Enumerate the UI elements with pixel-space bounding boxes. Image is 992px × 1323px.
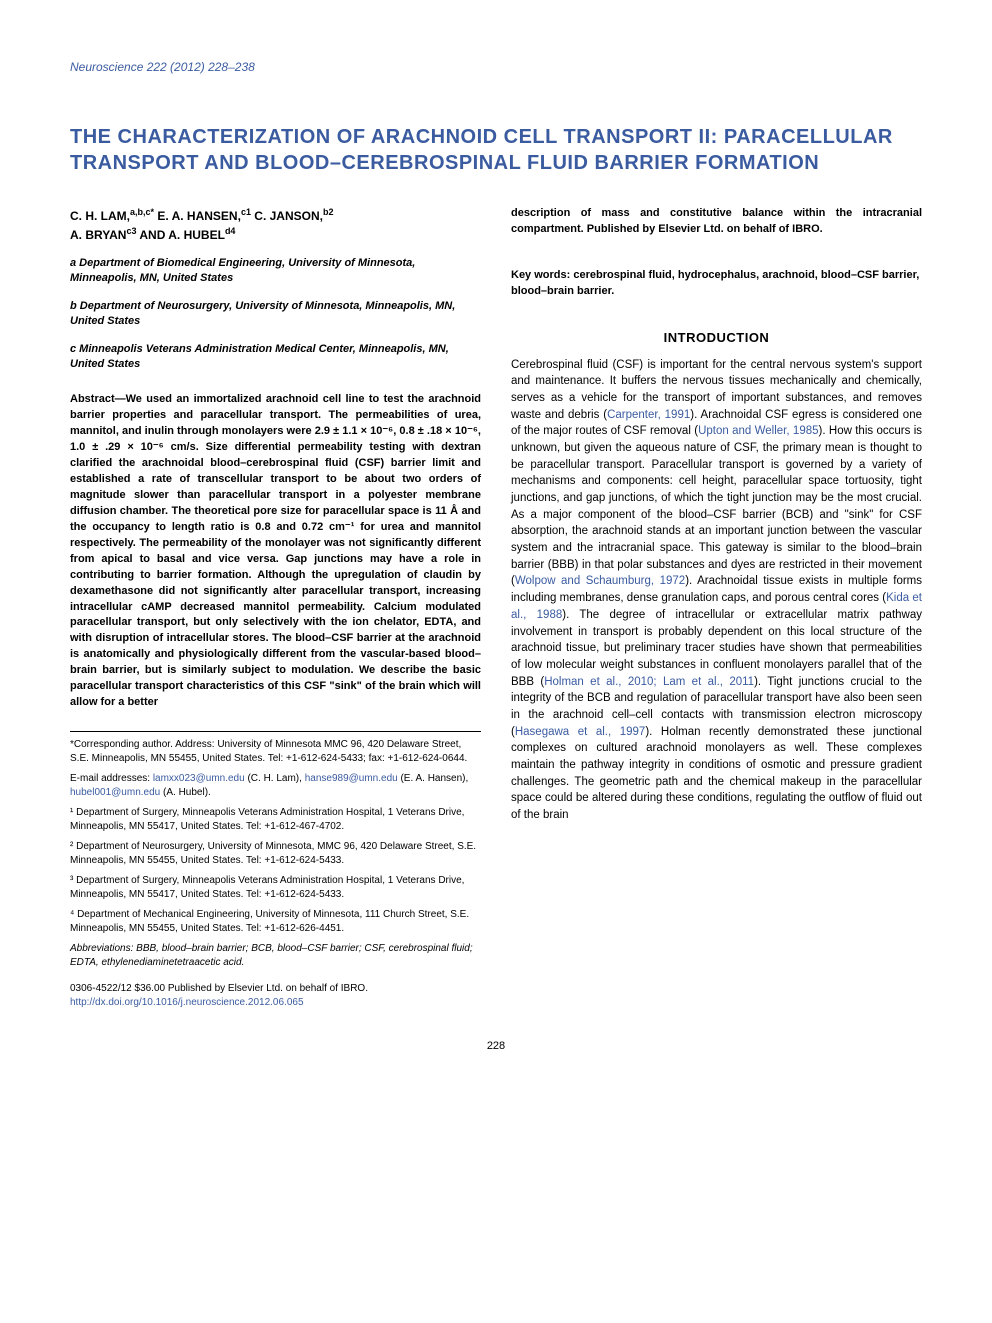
author-4-sup: c3 xyxy=(126,226,136,236)
email-1-name: (C. H. Lam), xyxy=(245,773,305,784)
footnote-2: ² Department of Neurosurgery, University… xyxy=(70,840,481,868)
author-2: E. A. HANSEN, xyxy=(157,209,241,223)
email-2-name: (E. A. Hansen), xyxy=(398,773,469,784)
affiliation-b: b Department of Neurosurgery, University… xyxy=(70,299,481,330)
ref-wolpow-schaumburg-1972[interactable]: Wolpow and Schaumburg, 1972 xyxy=(515,575,685,587)
keywords: Key words: cerebrospinal fluid, hydrocep… xyxy=(511,268,922,300)
article-title: THE CHARACTERIZATION OF ARACHNOID CELL T… xyxy=(70,124,922,176)
authors-block: C. H. LAM,a,b,c* E. A. HANSEN,c1 C. JANS… xyxy=(70,206,481,244)
author-5-sup: d4 xyxy=(225,226,236,236)
author-2-sup: c1 xyxy=(241,207,251,217)
author-5: AND A. HUBEL xyxy=(139,228,225,242)
footnote-3: ³ Department of Surgery, Minneapolis Vet… xyxy=(70,874,481,902)
footnotes: *Corresponding author. Address: Universi… xyxy=(70,731,481,970)
email-label: E-mail addresses: xyxy=(70,773,153,784)
email-3[interactable]: hubel001@umn.edu xyxy=(70,787,160,798)
author-3-sup: b2 xyxy=(323,207,334,217)
doi-link[interactable]: http://dx.doi.org/10.1016/j.neuroscience… xyxy=(70,996,481,1010)
affiliation-c: c Minneapolis Veterans Administration Me… xyxy=(70,342,481,373)
ref-carpenter-1991[interactable]: Carpenter, 1991 xyxy=(607,409,690,421)
abstract-right: description of mass and constitutive bal… xyxy=(511,206,922,238)
footnote-corresponding: *Corresponding author. Address: Universi… xyxy=(70,738,481,766)
copyright-line: 0306-4522/12 $36.00 Published by Elsevie… xyxy=(70,982,481,996)
page-number: 228 xyxy=(70,1040,922,1052)
email-3-name: (A. Hubel). xyxy=(160,787,211,798)
author-1-sup: a,b,c* xyxy=(130,207,154,217)
footnote-abbreviations: Abbreviations: BBB, blood–brain barrier;… xyxy=(70,942,481,970)
introduction-heading: INTRODUCTION xyxy=(511,330,922,345)
footnote-emails: E-mail addresses: lamxx023@umn.edu (C. H… xyxy=(70,772,481,800)
ref-upton-weller-1985[interactable]: Upton and Weller, 1985 xyxy=(698,425,818,437)
doi-block: 0306-4522/12 $36.00 Published by Elsevie… xyxy=(70,982,481,1010)
ref-hasegawa-1997[interactable]: Hasegawa et al., 1997 xyxy=(515,726,645,738)
author-3: C. JANSON, xyxy=(254,209,323,223)
journal-reference: Neuroscience 222 (2012) 228–238 xyxy=(70,60,922,74)
right-column: description of mass and constitutive bal… xyxy=(511,206,922,1010)
ref-holman-lam[interactable]: Holman et al., 2010; Lam et al., 2011 xyxy=(544,676,754,688)
introduction-body: Cerebrospinal fluid (CSF) is important f… xyxy=(511,357,922,824)
intro-text-7: ). Holman recently demonstrated these ju… xyxy=(511,726,922,821)
footnote-1: ¹ Department of Surgery, Minneapolis Vet… xyxy=(70,806,481,834)
left-column: C. H. LAM,a,b,c* E. A. HANSEN,c1 C. JANS… xyxy=(70,206,481,1010)
abstract-left: Abstract—We used an immortalized arachno… xyxy=(70,392,481,711)
affiliation-a: a Department of Biomedical Engineering, … xyxy=(70,256,481,287)
author-1: C. H. LAM, xyxy=(70,209,130,223)
email-1[interactable]: lamxx023@umn.edu xyxy=(153,773,245,784)
intro-text-3: ). How this occurs is unknown, but given… xyxy=(511,425,922,587)
email-2[interactable]: hanse989@umn.edu xyxy=(305,773,398,784)
author-4: A. BRYAN xyxy=(70,228,126,242)
footnote-4: ⁴ Department of Mechanical Engineering, … xyxy=(70,908,481,936)
